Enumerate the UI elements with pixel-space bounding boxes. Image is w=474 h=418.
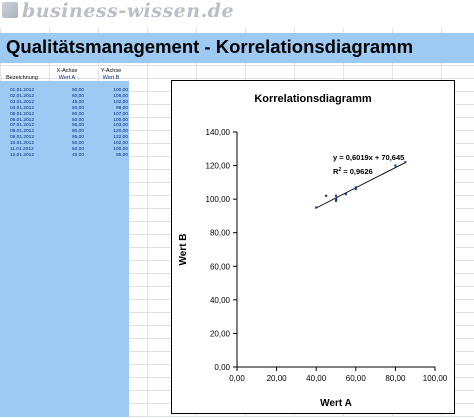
table-cell[interactable]: 55,00 — [71, 123, 84, 129]
table-cell[interactable]: 120,00 — [113, 129, 128, 135]
table-cell[interactable]: 02.01.2012 — [10, 93, 35, 99]
y-tick-label: 20,00 — [210, 329, 231, 338]
y-tick-label: 60,00 — [210, 262, 231, 271]
r-squared-label: R2 = 0,9626 — [333, 167, 373, 176]
table-cell[interactable]: 95,00 — [115, 152, 128, 158]
brand-name: business-wissen.de — [22, 0, 235, 22]
y-tick-label: 100,00 — [206, 195, 231, 204]
trendline-equation: y = 0,6019x + 70,645 — [333, 153, 404, 162]
table-cell[interactable]: 50,00 — [71, 105, 84, 111]
data-point — [334, 194, 338, 197]
x-tick-label: 80,00 — [385, 374, 406, 383]
brand-header — [0, 0, 474, 28]
table-cell[interactable]: 122,00 — [113, 135, 128, 141]
table-cell[interactable]: 100,00 — [113, 88, 128, 93]
table-cell[interactable]: 100,00 — [113, 117, 128, 123]
y-tick-label: 40,00 — [210, 296, 231, 305]
x-axis-label: Wert A — [320, 398, 352, 409]
table-cell[interactable]: 03.01.2012 — [10, 99, 35, 105]
table-cell[interactable]: 04.01.2012 — [10, 105, 35, 111]
x-tick-label: 40,00 — [306, 374, 327, 383]
table-cell[interactable]: 106,00 — [113, 93, 128, 99]
table-cell[interactable]: 50,00 — [71, 141, 84, 147]
table-cell[interactable]: 103,00 — [113, 123, 128, 129]
table-cell[interactable]: 09.01.2012 — [10, 135, 35, 141]
x-tick-label: 20,00 — [267, 374, 288, 383]
table-cell[interactable]: 60,00 — [71, 111, 84, 117]
table-cell[interactable]: 50,00 — [71, 88, 84, 93]
y-axis-label: Wert B — [178, 233, 189, 265]
table-cell[interactable]: 107,00 — [113, 111, 128, 117]
table-cell[interactable]: 60,00 — [71, 93, 84, 99]
y-tick-label: 0,00 — [214, 363, 230, 372]
x-tick-label: 60,00 — [346, 374, 367, 383]
title-bar — [0, 33, 474, 63]
column-header[interactable]: Wert A — [58, 75, 76, 81]
data-point — [354, 187, 357, 191]
column-header[interactable]: Bezeichnung — [6, 75, 38, 81]
table-cell[interactable]: 80,00 — [71, 129, 84, 135]
table-cell[interactable]: 01.01.2012 — [10, 88, 35, 93]
table-cell[interactable]: 07.01.2012 — [10, 123, 35, 129]
table-cell[interactable]: 11.01.2012 — [10, 147, 34, 152]
x-tick-label: 0,00 — [229, 374, 245, 383]
table-cell[interactable]: 45,00 — [71, 99, 84, 105]
table-cell[interactable]: 06.01.2012 — [10, 117, 35, 123]
column-header-top[interactable]: X-Achse — [56, 68, 78, 74]
data-point — [404, 161, 407, 164]
correlation-chart[interactable]: Korrelationsdiagramm 0,00 20,00 40,00 60,00 8… — [172, 81, 454, 413]
data-point — [354, 186, 357, 189]
data-point — [315, 206, 318, 209]
data-point — [344, 193, 347, 196]
brand-logo-icon — [2, 2, 18, 18]
table-cell[interactable]: 102,00 — [113, 99, 128, 105]
y-tick-label: 80,00 — [210, 229, 231, 238]
column-header[interactable]: Wert B — [102, 75, 120, 81]
x-tick-label: 100,00 — [423, 374, 448, 383]
table-cell[interactable]: 99,00 — [115, 105, 128, 111]
y-tick-label: 140,00 — [206, 128, 231, 137]
table-cell[interactable]: 85,00 — [71, 135, 84, 141]
table-cell[interactable]: 100,00 — [113, 147, 128, 152]
y-tick-label: 120,00 — [206, 162, 231, 171]
table-cell[interactable]: 12.01.2012 — [10, 152, 35, 158]
trendline — [315, 162, 406, 209]
table-cell[interactable]: 05.01.2012 — [10, 111, 35, 117]
page-title: Qualitätsmanagement - Korrelationsdiagra… — [6, 36, 414, 57]
chart-title: Korrelationsdiagramm — [254, 93, 372, 105]
table-cell[interactable]: 10.01.2012 — [10, 141, 35, 147]
data-panel — [0, 81, 129, 417]
data-point — [334, 198, 338, 201]
data-point — [325, 194, 328, 197]
table-cell[interactable]: 50,00 — [71, 117, 84, 123]
table-cell[interactable]: 50,00 — [71, 147, 84, 152]
data-point — [334, 199, 338, 202]
table-cell[interactable]: 08.01.2012 — [10, 129, 35, 135]
table-cell[interactable]: 102,00 — [113, 141, 128, 147]
data-point — [394, 164, 397, 167]
column-header-top[interactable]: Y-Achse — [100, 68, 122, 74]
chart-panel[interactable]: Korrelationsdiagramm 0,00 20,00 40,00 60,00 8… — [171, 80, 455, 414]
table-cell[interactable]: 40,00 — [71, 152, 84, 158]
